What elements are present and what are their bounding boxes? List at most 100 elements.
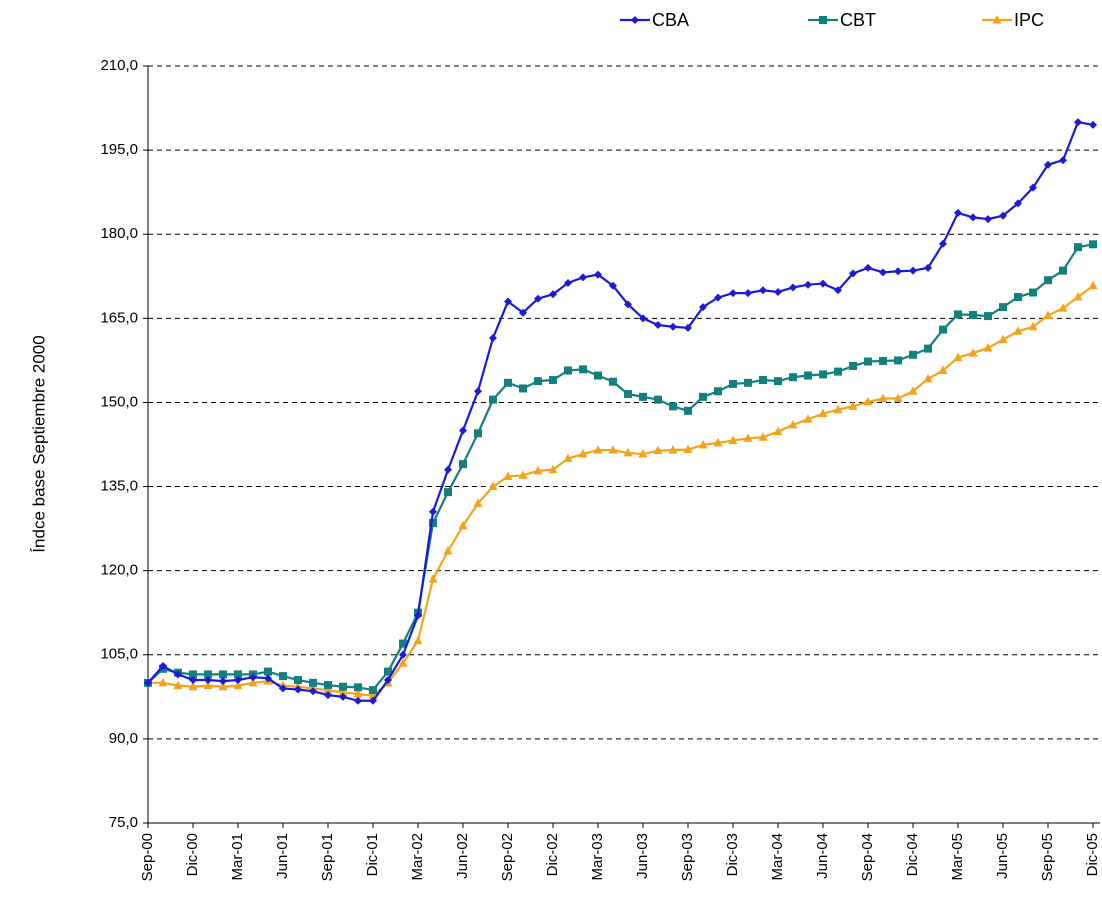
y-tick-label: 135,0	[100, 478, 138, 495]
x-tick-label: Sep-01	[319, 833, 336, 881]
point	[189, 670, 197, 679]
point	[444, 488, 452, 497]
point	[324, 691, 332, 700]
point	[1089, 240, 1097, 249]
point	[879, 356, 887, 365]
y-tick-label: 120,0	[100, 562, 138, 579]
point	[789, 373, 797, 382]
point	[503, 471, 513, 480]
x-tick-label: Sep-05	[1039, 833, 1056, 881]
point	[159, 661, 167, 670]
point	[624, 300, 632, 309]
point	[1058, 303, 1068, 312]
point	[564, 279, 572, 288]
point	[339, 692, 347, 701]
point	[1073, 292, 1083, 301]
point	[548, 464, 558, 474]
x-tick-label: Jun-03	[634, 833, 651, 879]
point	[504, 378, 512, 387]
point	[969, 213, 977, 222]
point	[1074, 243, 1082, 252]
point	[1059, 266, 1067, 275]
point	[774, 377, 782, 386]
x-tick-label: Sep-03	[679, 833, 696, 881]
series-line	[148, 284, 1094, 697]
point	[924, 263, 932, 272]
point	[878, 393, 888, 403]
point	[608, 445, 618, 454]
x-tick-label: Dic-03	[724, 833, 741, 876]
point	[668, 445, 678, 454]
point	[953, 352, 963, 362]
point	[848, 401, 858, 410]
point	[654, 395, 662, 404]
point	[579, 365, 587, 374]
y-tick-label: 75,0	[109, 814, 138, 831]
point	[1059, 156, 1067, 165]
point	[144, 678, 152, 687]
point	[999, 211, 1007, 220]
point	[804, 371, 812, 380]
x-tick-label: Jun-04	[814, 833, 831, 879]
point	[384, 667, 392, 676]
point	[324, 681, 332, 690]
point	[279, 672, 287, 681]
point	[399, 650, 407, 659]
point	[444, 465, 452, 474]
point	[309, 678, 317, 687]
point	[354, 683, 362, 692]
point	[699, 392, 707, 401]
point	[669, 322, 677, 331]
point	[158, 677, 168, 687]
x-tick-label: Mar-01	[229, 833, 246, 881]
point	[638, 449, 648, 458]
point	[218, 681, 228, 691]
point	[594, 371, 602, 380]
point	[459, 426, 467, 435]
point	[864, 357, 872, 366]
point	[414, 611, 422, 620]
x-tick-label: Mar-04	[769, 833, 786, 881]
point	[204, 670, 212, 679]
point	[969, 310, 977, 319]
point	[504, 297, 512, 306]
point	[323, 685, 333, 694]
point	[488, 481, 498, 491]
point	[549, 290, 557, 299]
point	[384, 676, 392, 685]
point	[654, 321, 662, 330]
point	[249, 673, 257, 682]
point	[474, 387, 482, 396]
point	[849, 269, 857, 278]
point	[279, 684, 287, 693]
point	[684, 406, 692, 415]
point	[579, 273, 587, 282]
point	[233, 680, 243, 690]
point	[1014, 293, 1022, 302]
point	[173, 680, 183, 690]
point	[264, 674, 272, 683]
point	[549, 376, 557, 385]
point	[459, 460, 467, 469]
point	[473, 498, 483, 507]
point	[534, 294, 542, 303]
point	[631, 16, 639, 24]
point	[593, 445, 603, 454]
point	[264, 667, 272, 676]
point	[789, 283, 797, 292]
point	[728, 435, 738, 445]
point	[639, 314, 647, 323]
point	[234, 676, 242, 685]
point	[1029, 288, 1037, 297]
point	[999, 303, 1007, 312]
point	[398, 658, 408, 667]
y-tick-label: 180,0	[100, 225, 138, 242]
point	[818, 408, 828, 418]
x-tick-label: Sep-02	[499, 833, 516, 881]
x-tick-label: Jun-05	[994, 833, 1011, 879]
point	[219, 670, 227, 679]
point	[864, 263, 872, 272]
point	[639, 392, 647, 401]
point	[879, 268, 887, 277]
point	[624, 390, 632, 399]
